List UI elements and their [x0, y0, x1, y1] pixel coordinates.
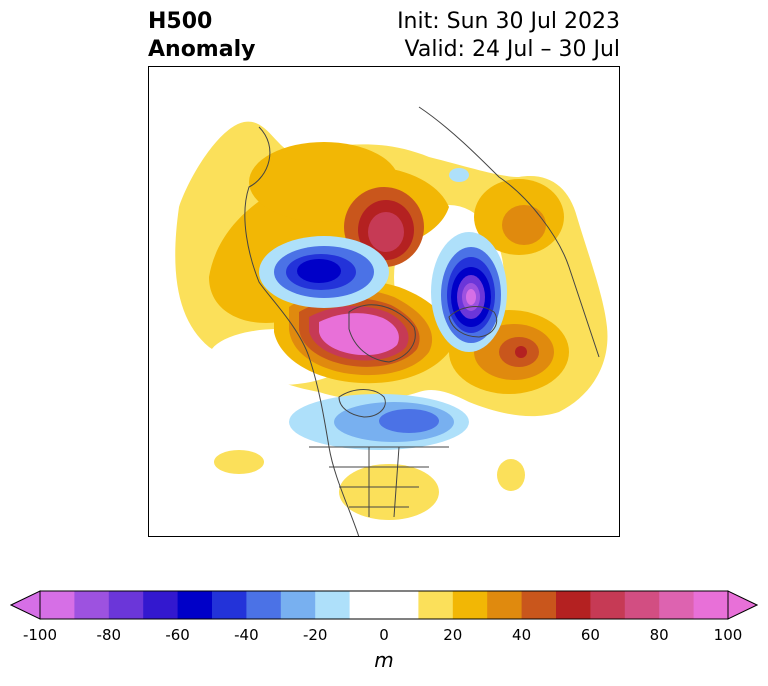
colorbar-segment [177, 591, 213, 619]
map-canvas [175, 106, 608, 536]
colorbar-tick-label: -60 [165, 626, 190, 644]
colorbar-tick-label: -80 [96, 626, 122, 644]
us-borders [309, 446, 449, 518]
positive-anomaly-20 [497, 459, 525, 491]
colorbar-tick-label: 0 [379, 626, 389, 644]
north-america-coast [244, 126, 360, 536]
colorbar-segment [40, 591, 75, 619]
colorbar-segment [384, 591, 419, 619]
map-title-left: H500 Anomaly [148, 8, 255, 64]
map-title-right: Init: Sun 30 Jul 2023 Valid: 24 Jul – 30… [397, 8, 620, 64]
scandinavia-coast [448, 306, 498, 338]
colorbar-segment [143, 591, 179, 619]
valid-range: Valid: 24 Jul – 30 Jul [404, 37, 620, 62]
anomaly-band-40 [502, 205, 546, 245]
colorbar-segment [418, 591, 454, 619]
colorbar-segment [556, 591, 591, 619]
negative-anomaly-100 [466, 289, 476, 305]
anomaly-band-70 [368, 212, 404, 252]
colorbar-tick-label: 20 [443, 626, 463, 644]
hudson-bay-coast [338, 389, 386, 418]
anomaly-fill-layer [175, 121, 608, 520]
title-variable: H500 [148, 9, 213, 34]
colorbar-segment [452, 591, 488, 619]
colorbar-segment [246, 591, 282, 619]
init-date: Init: Sun 30 Jul 2023 [397, 9, 620, 34]
colorbar-segment [212, 591, 247, 619]
colorbar-segment [624, 591, 660, 619]
colorbar-tick-label: 80 [649, 626, 669, 644]
negative-anomaly-40 [379, 409, 439, 433]
colorbar-segment [349, 591, 385, 619]
colorbar [10, 590, 758, 620]
colorbar-segment [280, 591, 316, 619]
colorbar-tick-label: 60 [580, 626, 600, 644]
colorbar-tick-label: -20 [302, 626, 328, 644]
colorbar-outline [39, 590, 729, 620]
colorbar-segment [693, 591, 729, 619]
colorbar-segment [315, 591, 351, 619]
colorbar-extend-max [727, 590, 758, 620]
coastline-layer [244, 106, 600, 536]
colorbar-extend-min [10, 590, 41, 620]
colorbar-segment [108, 591, 144, 619]
positive-anomaly-20 [339, 464, 439, 520]
negative-anomaly-20 [449, 168, 469, 182]
colorbar-ticks: -100 -80 -60 -40 -20 0 20 40 60 80 100 [0, 626, 768, 646]
positive-anomaly-20 [214, 450, 264, 474]
eurasia-coast [418, 106, 600, 358]
colorbar-tick-label: -40 [234, 626, 259, 644]
title-field: Anomaly [148, 37, 256, 62]
colorbar-segment [487, 591, 523, 619]
negative-anomaly-70 [297, 259, 341, 283]
colorbar-segment [74, 591, 110, 619]
colorbar-segment [659, 591, 695, 619]
colorbar-tick-label: -100 [22, 626, 58, 644]
colorbar-tick-label: 40 [512, 626, 532, 644]
colorbar-tick-label: 100 [713, 626, 743, 644]
colorbar-unit-label: m [374, 648, 394, 672]
anomaly-band-90 [319, 313, 399, 356]
colorbar-segment [521, 591, 557, 619]
anomaly-map [148, 66, 620, 537]
greenland-coast [348, 304, 416, 363]
anomaly-band-70 [515, 346, 527, 358]
colorbar-segment [590, 591, 626, 619]
